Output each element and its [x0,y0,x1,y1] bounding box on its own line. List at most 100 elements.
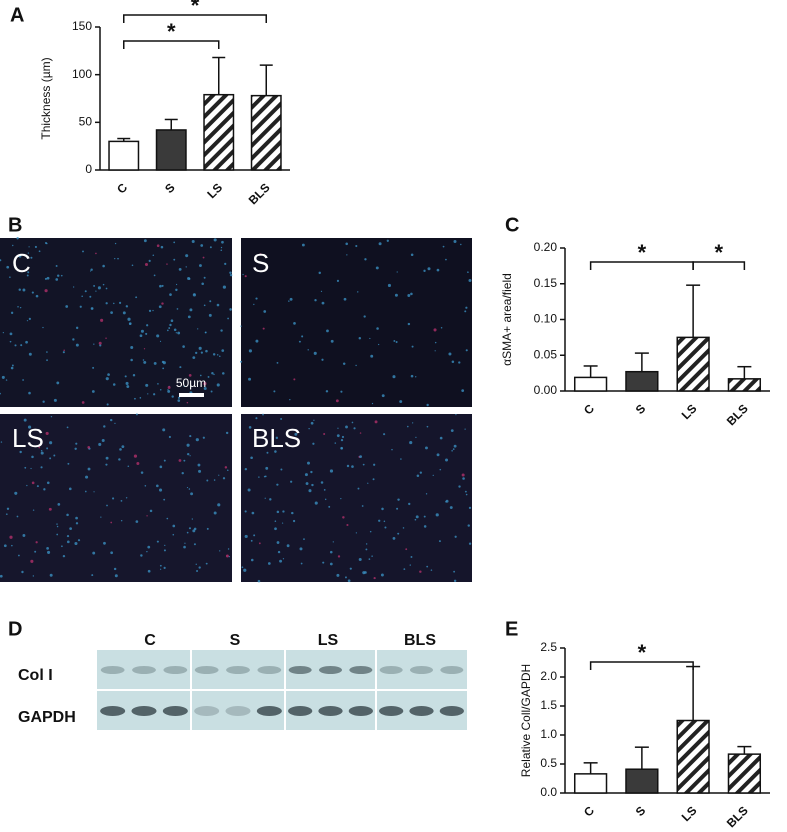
speckle [324,498,327,501]
speckle [358,557,362,562]
band [131,706,157,716]
speckle [213,373,215,376]
speckle [85,475,89,479]
speckle [267,562,271,565]
speckle [16,515,19,518]
speckle [167,386,171,389]
band [439,706,464,716]
speckle [168,327,171,329]
speckle [266,451,269,454]
speckle [32,509,35,511]
speckle [139,397,142,399]
speckle [282,510,285,513]
speckle [177,399,181,402]
speckle [22,288,26,292]
speckle [427,267,431,271]
x-tick-label: BLS [246,180,273,207]
speckle [373,576,376,580]
speckle [216,383,220,387]
speckle [221,240,224,244]
speckle [24,466,27,469]
speckle [166,263,168,265]
speckle [20,344,23,347]
speckle [160,245,164,249]
speckle [124,375,127,378]
speckle [374,420,378,424]
speckle [464,428,466,430]
speckle [26,274,29,277]
speckle [162,367,165,370]
speckle [328,505,331,508]
speckle [178,459,182,462]
speckle [359,432,362,434]
speckle [110,551,114,555]
speckle [14,491,18,495]
speckle [371,402,374,405]
speckle [208,313,212,317]
speckle [68,487,72,491]
speckle [95,252,97,255]
speckle [387,283,391,287]
significance-bracket [692,261,746,270]
speckle [244,275,247,278]
speckle [153,274,156,277]
speckle [144,262,149,267]
speckle [467,524,470,527]
speckle [132,373,136,377]
speckle [105,302,108,305]
speckle [36,485,39,488]
micrograph-label: LS [12,423,44,453]
speckle [32,575,35,577]
speckle [23,418,27,422]
speckle [177,331,181,335]
lane-label: S [230,632,241,649]
speckle [408,502,411,506]
speckle [225,431,229,435]
speckle [120,499,123,502]
bar [108,140,140,171]
speckle [190,492,194,496]
speckle [53,454,56,457]
x-tick-label: LS [679,401,700,422]
speckle [186,443,190,447]
speckle [105,337,107,339]
speckle [169,323,172,327]
speckle [21,570,24,574]
speckle [288,300,290,302]
speckle [105,377,109,381]
speckle [357,291,359,293]
speckle [162,428,166,432]
speckle [274,527,277,531]
speckle [198,566,201,569]
speckle [5,379,8,381]
speckle [414,518,417,521]
speckle [55,265,58,267]
speckle [357,487,360,490]
y-tick-label: 0.00 [534,383,558,397]
speckle [156,484,159,488]
speckle [440,326,443,329]
speckle [320,481,324,484]
speckle [125,381,129,385]
speckle [425,493,428,495]
speckle [453,239,457,243]
speckle [135,520,139,523]
speckle [89,270,92,272]
speckle [28,246,30,248]
y-tick-label: 0.0 [540,785,557,799]
speckle [263,310,267,313]
speckle [30,256,33,259]
speckle [329,550,333,554]
speckle [213,479,216,481]
speckle [175,283,178,286]
lane-label: LS [318,632,339,649]
speckle [310,421,314,425]
speckle [0,392,1,395]
speckle [25,340,28,344]
band [100,666,125,674]
speckle [224,262,227,266]
speckle [188,527,192,530]
speckle [378,343,380,346]
speckle [321,301,325,305]
speckle [26,320,29,322]
